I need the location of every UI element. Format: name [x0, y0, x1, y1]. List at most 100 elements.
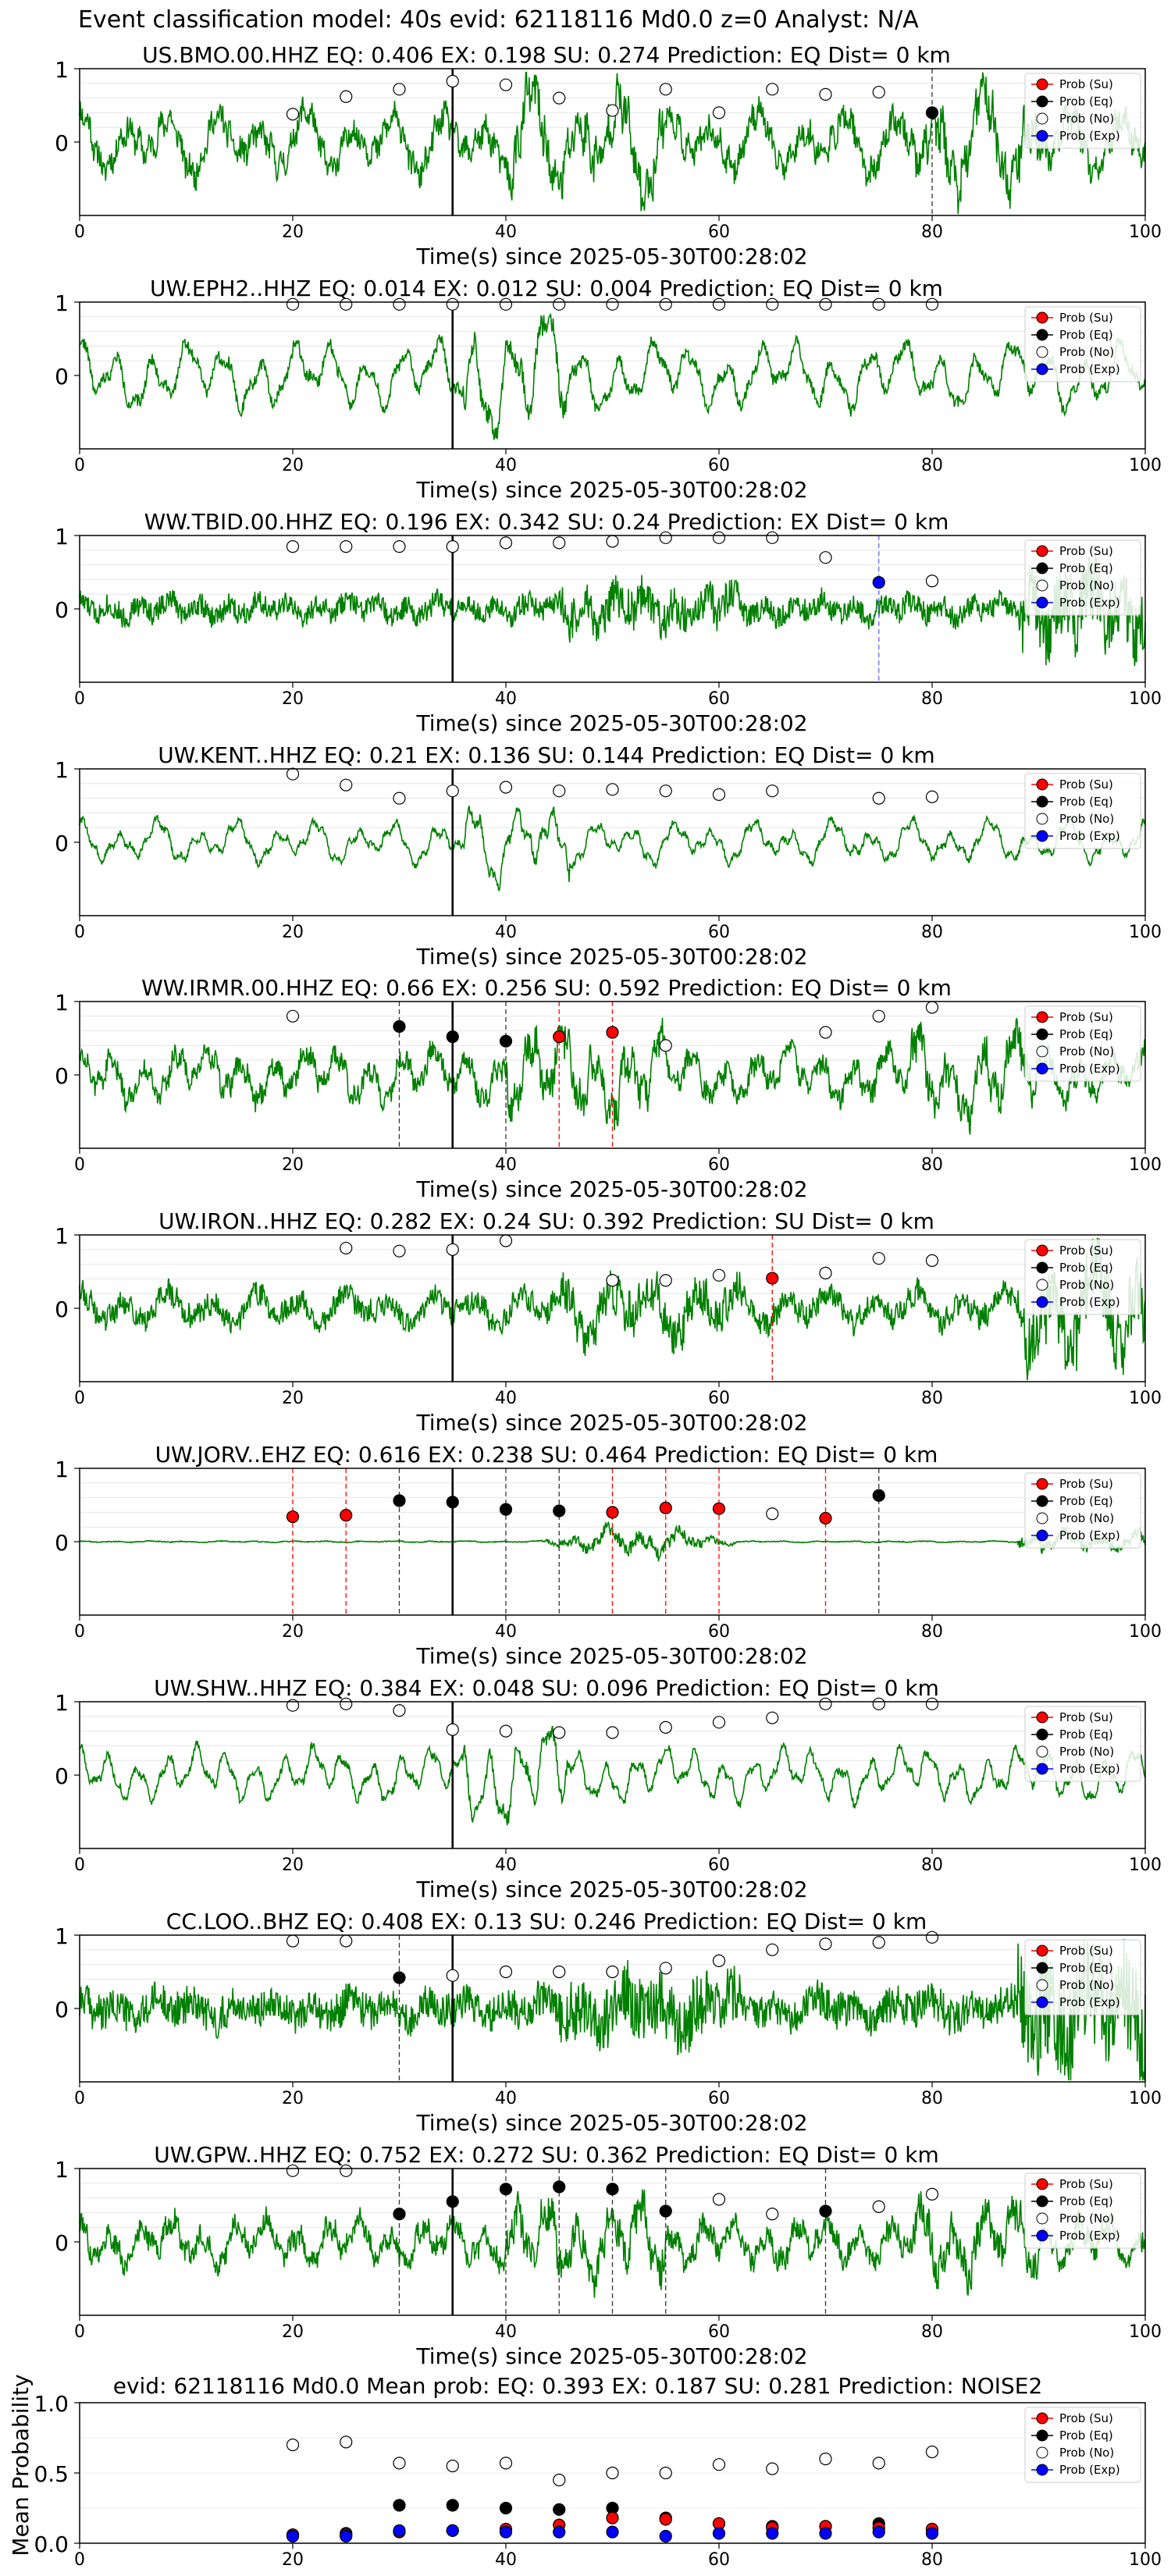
legend-label: Prob (Exp): [1059, 829, 1120, 843]
mean-prob-no-point: [712, 2458, 726, 2471]
prob-no-point: [766, 1943, 779, 1956]
panel-title: UW.GPW..HHZ EQ: 0.752 EX: 0.272 SU: 0.36…: [154, 2142, 939, 2168]
legend-label: Prob (Eq): [1059, 94, 1113, 109]
legend-label: Prob (No): [1059, 1044, 1114, 1059]
mean-prob-exp-point: [286, 2529, 300, 2543]
legend-label: Prob (No): [1059, 2211, 1114, 2226]
y-axis-label: Mean Probability: [8, 2374, 34, 2556]
mean-prob-exp-point: [659, 2529, 672, 2543]
mean-prob-no-point: [819, 2452, 832, 2466]
prob-no-point: [659, 785, 672, 798]
prob-eq-point: [393, 1971, 406, 1984]
y-tick-label: 0: [55, 1997, 69, 2023]
y-tick-label: 1: [55, 1923, 69, 1949]
legend-label: Prob (Su): [1059, 1944, 1113, 1958]
prob-eq-point: [393, 1019, 406, 1034]
station-panel: 0 20 40 60 80 100 0 1 Prob (Su) Prob (Eq) Prob (No…: [55, 1675, 1162, 1902]
legend-label: Prob (Su): [1059, 2411, 1113, 2425]
y-tick-label: 1: [55, 2157, 69, 2183]
waveform-trace: [79, 313, 1146, 440]
prob-su-point: [553, 1030, 566, 1044]
legend-marker: [1036, 2229, 1048, 2242]
x-tick-label: 60: [708, 2089, 730, 2108]
prob-no-point: [553, 1965, 566, 1979]
mean-probability-panel: 0 20 40 60 80 100 0.0 0.5 1.0 Prob (Su) Prob (Eq) P…: [8, 2373, 1162, 2570]
prob-no-point: [925, 1001, 939, 1014]
legend-marker: [1036, 778, 1048, 791]
legend-label: Prob (Exp): [1059, 362, 1120, 376]
legend-label: Prob (No): [1059, 1511, 1114, 1525]
x-tick-label: 20: [282, 222, 304, 242]
y-tick-label: 0: [55, 2230, 69, 2256]
legend-marker: [1036, 329, 1048, 341]
x-tick-label: 100: [1129, 689, 1162, 709]
x-tick-label: 20: [282, 2089, 304, 2108]
prob-no-point: [872, 1251, 885, 1265]
legend-marker: [1036, 813, 1048, 825]
legend-label: Prob (Eq): [1059, 795, 1113, 809]
legend-label: Prob (Su): [1059, 1010, 1113, 1024]
panel-title: UW.EPH2..HHZ EQ: 0.014 EX: 0.012 SU: 0.0…: [150, 276, 943, 301]
legend-marker: [1036, 363, 1048, 375]
x-tick-label: 0: [74, 1856, 85, 1875]
x-tick-label: 0: [74, 923, 85, 942]
x-tick-label: 40: [495, 456, 517, 475]
prob-eq-point: [499, 1034, 513, 1048]
legend-marker: [1036, 2195, 1048, 2208]
legend-box: [1024, 2407, 1141, 2483]
prob-no-point: [606, 535, 619, 548]
prob-eq-point: [446, 1030, 459, 1044]
prob-no-point: [499, 536, 513, 550]
x-tick-label: 100: [1129, 2322, 1162, 2342]
legend-marker: [1036, 78, 1048, 91]
prob-no-point: [446, 1723, 459, 1736]
prob-no-point: [925, 297, 939, 311]
prob-eq-point: [499, 2183, 513, 2196]
prob-no-point: [659, 1274, 672, 1287]
x-tick-label: 100: [1129, 1622, 1162, 1642]
waveform-trace: [79, 71, 1146, 215]
waveform-trace: [79, 1017, 1146, 1135]
prob-no-point: [286, 2164, 300, 2177]
prob-no-point: [286, 767, 300, 781]
legend-label: Prob (Su): [1059, 544, 1113, 558]
x-tick-label: 60: [708, 1856, 730, 1875]
prob-su-point: [606, 1506, 619, 1519]
legend-label: Prob (No): [1059, 578, 1114, 592]
prob-eq-point: [446, 1496, 459, 1509]
mean-prob-no-point: [872, 2457, 885, 2470]
panel-title: UW.KENT..HHZ EQ: 0.21 EX: 0.136 SU: 0.14…: [158, 742, 934, 768]
x-tick-label: 80: [921, 456, 943, 475]
prob-no-point: [872, 2200, 885, 2213]
prob-no-point: [925, 1930, 939, 1944]
waveform-trace: [79, 554, 1146, 667]
prob-no-point: [499, 1724, 513, 1738]
prob-no-point: [340, 1697, 353, 1710]
legend-marker: [1036, 1529, 1048, 1542]
prob-no-point: [606, 1726, 619, 1739]
prob-no-point: [819, 1697, 832, 1710]
prob-su-point: [766, 1272, 779, 1285]
y-tick-label: 1: [55, 1457, 69, 1482]
prob-no-point: [766, 2208, 779, 2221]
mean-prob-exp-point: [712, 2527, 726, 2540]
prob-no-point: [553, 536, 566, 550]
prob-no-point: [340, 1934, 353, 1948]
prob-exp-point: [872, 576, 885, 589]
legend-label: Prob (Eq): [1059, 1727, 1113, 1742]
x-tick-label: 40: [495, 2089, 517, 2108]
legend-marker: [1036, 1495, 1048, 1507]
x-tick-label: 80: [921, 923, 943, 942]
x-axis-label: Time(s) since 2025-05-30T00:28:02: [415, 1877, 807, 1902]
prob-no-point: [819, 551, 832, 564]
prob-no-point: [606, 1965, 619, 1979]
x-tick-label: 0: [74, 2322, 85, 2342]
y-tick-label: 1: [55, 990, 69, 1016]
x-tick-label: 80: [921, 1622, 943, 1642]
legend-marker: [1036, 1045, 1048, 1058]
x-tick-label: 40: [495, 689, 517, 709]
prob-eq-point: [872, 1489, 885, 1502]
prob-su-point: [659, 1501, 672, 1514]
x-axis-label: Time(s) since 2025-05-30T00:28:02: [415, 1643, 807, 1669]
prob-no-point: [446, 539, 459, 553]
